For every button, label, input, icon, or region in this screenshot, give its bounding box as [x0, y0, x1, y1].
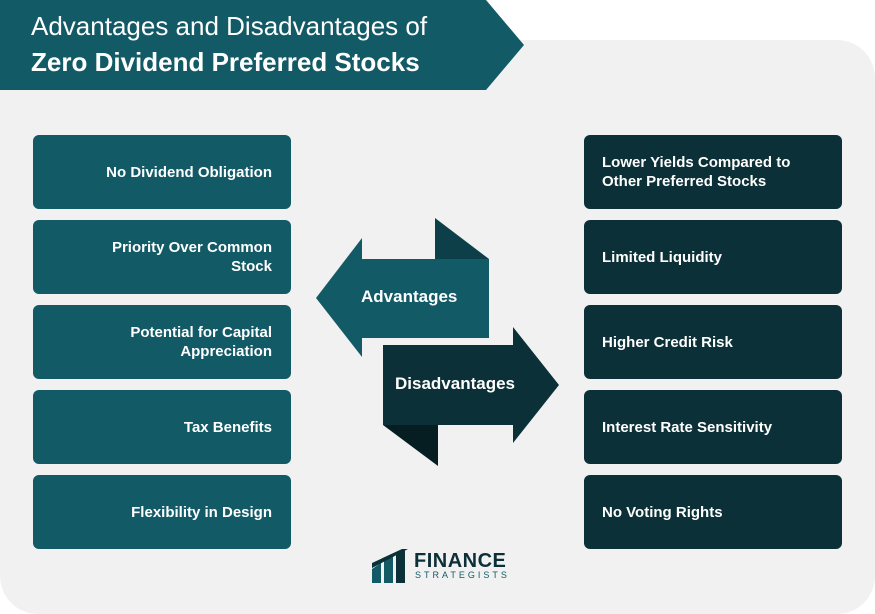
page-title-line2: Zero Dividend Preferred Stocks	[31, 47, 420, 77]
advantage-item: No Dividend Obligation	[33, 135, 291, 209]
disadvantage-item-label: Interest Rate Sensitivity	[602, 418, 773, 436]
disadvantage-item-label: Limited Liquidity	[602, 248, 722, 266]
advantage-item-label: Flexibility in Design	[131, 503, 272, 521]
disadvantages-arrow	[383, 327, 559, 443]
advantage-item-label: No Dividend Obligation	[106, 163, 272, 181]
advantages-arrow-fold	[435, 218, 489, 259]
advantage-item-label: Potential for Capital Appreciation	[130, 324, 272, 360]
advantage-item: Flexibility in Design	[33, 475, 291, 549]
disadvantage-item: Higher Credit Risk	[584, 305, 842, 379]
advantage-item: Tax Benefits	[33, 390, 291, 464]
advantages-arrow	[316, 238, 489, 357]
title-banner: Advantages and Disadvantages of Zero Div…	[0, 0, 524, 90]
disadvantage-item: Interest Rate Sensitivity	[584, 390, 842, 464]
advantages-arrow-label: Advantages	[361, 287, 458, 306]
disadvantage-item-label: Higher Credit Risk	[602, 333, 733, 351]
disadvantages-arrow-label: Disadvantages	[395, 374, 515, 393]
disadvantage-item: No Voting Rights	[584, 475, 842, 549]
title-banner-shape	[0, 0, 524, 90]
page-title-line1: Advantages and Disadvantages of	[31, 11, 428, 41]
disadvantages-arrow-fold	[383, 425, 438, 466]
advantage-item-label: Priority Over Common Stock	[111, 239, 272, 275]
disadvantage-item-label: Lower Yields Compared to Other Preferred…	[602, 154, 791, 190]
logo-name: FINANCE	[414, 550, 507, 572]
advantage-item-label: Tax Benefits	[183, 418, 272, 436]
disadvantage-item-label: No Voting Rights	[602, 503, 723, 521]
disadvantage-item: Limited Liquidity	[584, 220, 842, 294]
disadvantage-item: Lower Yields Compared to Other Preferred…	[584, 135, 842, 209]
logo-subtitle: STRATEGISTS	[415, 570, 510, 580]
advantage-item: Potential for Capital Appreciation	[33, 305, 291, 379]
finance-strategists-logo: FINANCE STRATEGISTS	[372, 548, 512, 584]
advantage-item: Priority Over Common Stock	[33, 220, 291, 294]
logo-mark-icon	[372, 549, 408, 583]
